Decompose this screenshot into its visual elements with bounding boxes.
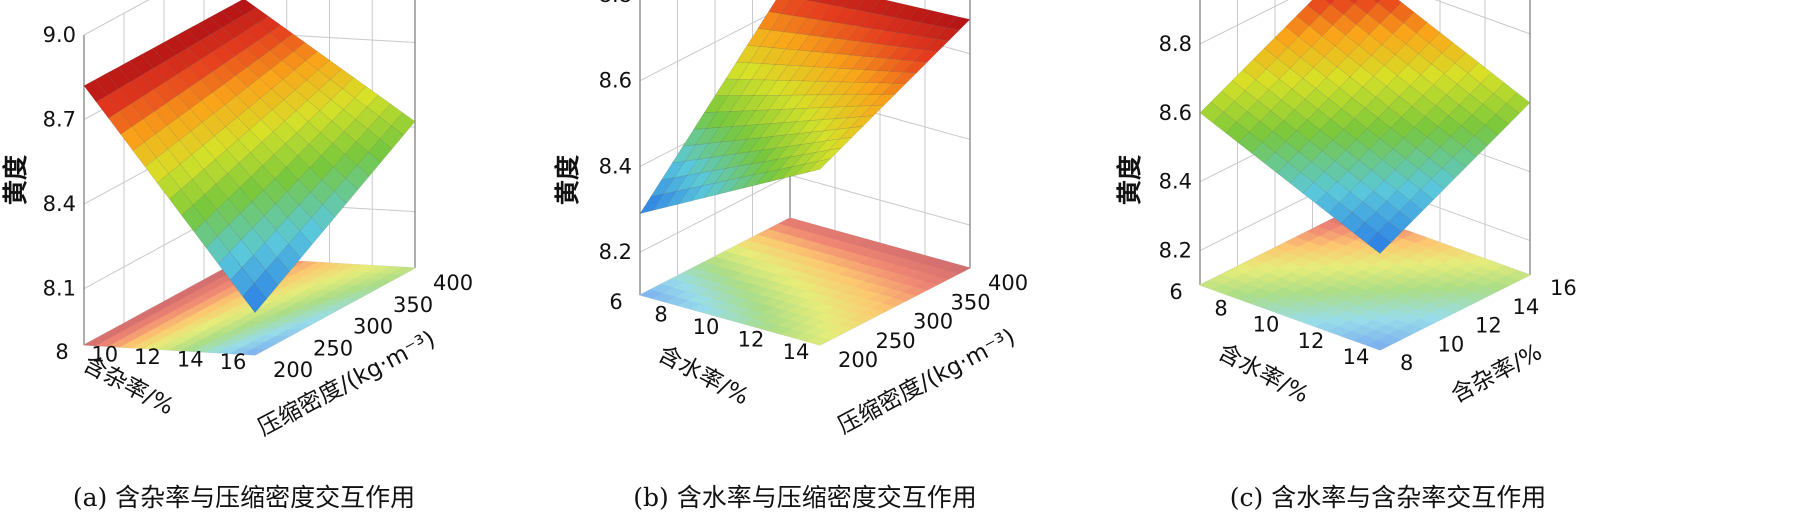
response-surface [83,0,416,314]
y-tick-label: 16 [1550,276,1577,300]
panel-caption: (c) 含水率与含杂率交互作用 [1230,483,1546,512]
x-tick-label: 8 [654,303,667,327]
y-tick-label: 10 [1438,332,1465,356]
x-tick-label: 10 [1253,313,1280,337]
y-tick-label: 350 [393,293,433,317]
x-tick-label: 12 [134,345,161,369]
x-tick-label: 8 [1214,296,1227,320]
y-axis-title: 压缩密度/(kg·m⁻³) [834,324,1020,439]
z-tick-label: 8.4 [1159,170,1192,194]
x-tick-label: 6 [609,290,622,314]
y-tick-label: 350 [951,290,991,314]
chart-panel-3: 8.28.48.68.89.068101214810121416含水率/%含杂率… [1115,0,1577,512]
z-tick-label: 8.7 [43,108,76,132]
y-tick-label: 400 [433,271,473,295]
z-tick-label: 8.4 [43,192,76,216]
x-tick-label: 16 [220,350,247,374]
z-tick-label: 8.1 [43,277,76,301]
y-tick-label: 250 [313,336,353,360]
z-tick-label: 8.2 [1159,239,1192,263]
x-tick-label: 6 [1169,280,1182,304]
z-axis-title: 黄度 [553,155,582,205]
response-surface [1199,0,1531,254]
response-surface [639,0,971,214]
z-tick-label: 8.6 [1159,101,1192,125]
z-tick-label: 8.6 [599,69,632,93]
x-tick-label: 14 [1343,345,1370,369]
x-tick-label: 12 [738,328,765,352]
x-axis-title: 含水率/% [654,341,753,410]
x-tick-label: 12 [1298,329,1325,353]
z-tick-label: 8.8 [1159,32,1192,56]
x-tick-label: 8 [55,340,68,364]
x-tick-label: 10 [693,315,720,339]
y-tick-label: 12 [1475,314,1502,338]
x-tick-label: 10 [91,343,118,367]
y-tick-label: 14 [1513,295,1540,319]
panel-caption: (a) 含杂率与压缩密度交互作用 [73,483,415,512]
floor-contour [639,217,971,346]
z-tick-label: 8.8 [599,0,632,7]
z-axis-title: 黄度 [1115,155,1144,205]
z-axis-title: 黄度 [1,155,30,205]
x-tick-label: 14 [783,340,810,364]
z-tick-label: 8.2 [599,240,632,264]
y-tick-label: 8 [1400,351,1413,375]
panel-caption: (b) 含水率与压缩密度交互作用 [633,483,976,512]
z-tick-label: 8.4 [599,154,632,178]
z-tick-label: 9.0 [43,23,76,47]
y-tick-label: 300 [353,315,393,339]
x-axis-title: 含杂率/% [79,351,178,420]
y-tick-label: 400 [988,271,1028,295]
y-tick-label: 250 [876,329,916,353]
y-tick-label: 200 [838,348,878,372]
y-tick-label: 200 [273,358,313,382]
y-tick-label: 300 [913,310,953,334]
floor-contour [82,257,417,356]
x-tick-label: 14 [177,348,204,372]
